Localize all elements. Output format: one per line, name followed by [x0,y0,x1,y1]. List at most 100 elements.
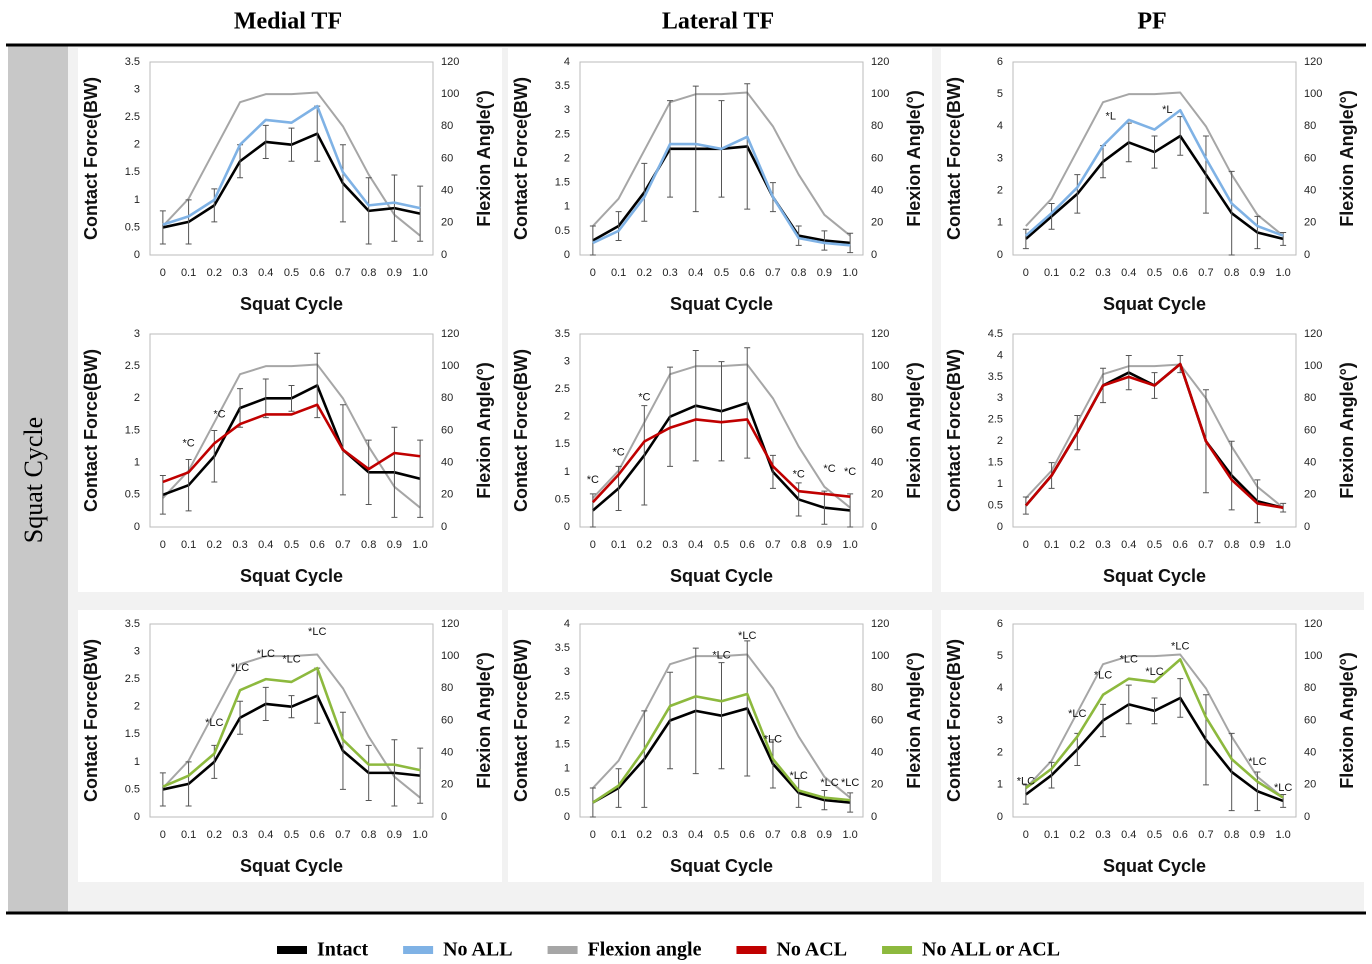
error-bar [417,747,424,804]
error-bar [417,185,424,242]
y-tick-label: 3.5 [555,80,570,92]
x-tick-label: 0.1 [181,267,196,279]
annotation: *LC [1120,653,1138,665]
x-tick-label: 0.5 [1147,267,1162,279]
x-tick-label: 0.8 [1224,829,1239,841]
x-tick-label: 0.4 [688,267,703,279]
x-tick-label: 0.5 [1147,829,1162,841]
y-tick-label: 3 [134,328,140,340]
y-tick-label: 1.5 [555,438,570,450]
series-line [591,418,851,504]
y2-tick-label: 80 [871,682,883,694]
y-tick-label: 0 [564,249,570,261]
x-axis-label: Squat Cycle [670,566,773,586]
y-tick-label: 1 [134,457,140,469]
error-bar [615,768,622,808]
error-bar [641,162,648,222]
y-axis-label: Contact Force(BW) [944,349,964,512]
error-bar [1228,170,1235,256]
y-tick-label: 2 [564,714,570,726]
y-tick-label: 3.5 [988,371,1003,383]
legend-swatch [547,946,578,954]
y-tick-label: 4 [997,682,1003,694]
annotation: *LC [1248,756,1266,768]
error-bar [1151,697,1158,725]
error-bar [262,686,269,721]
x-tick-label: 0.3 [662,829,677,841]
x-tick-label: 0.9 [387,829,402,841]
annotation: *L [1162,104,1172,116]
y-tick-label: 1 [134,756,140,768]
legend-label: No ACL [776,939,847,961]
y2-tick-label: 120 [441,618,459,630]
y-tick-label: 1.5 [125,728,140,740]
x-tick-label: 0.5 [284,267,299,279]
x-tick-label: 0.9 [817,267,832,279]
x-tick-label: 0 [1023,267,1029,279]
y2-tick-label: 60 [1304,152,1316,164]
error-bar [1022,784,1029,805]
column-title: Medial TF [234,9,342,35]
y2-tick-label: 80 [441,392,453,404]
x-tick-label: 0.4 [258,829,273,841]
y2-tick-label: 60 [871,714,883,726]
y-axis-label: Contact Force(BW) [81,77,101,240]
y2-tick-label: 120 [441,56,459,68]
y2-tick-label: 20 [871,217,883,229]
panel [941,610,1365,882]
series-line [1025,658,1284,799]
y2-tick-label: 100 [441,650,459,662]
series-line [1025,91,1284,237]
error-bar [185,458,192,512]
y-tick-label: 1.5 [988,457,1003,469]
y-tick-label: 6 [997,56,1003,68]
series-line [162,666,421,788]
y-tick-label: 2.5 [125,360,140,372]
error-bar [1228,440,1235,511]
annotation: *C [793,469,805,481]
y2-tick-label: 40 [441,457,453,469]
legend-label: No ALL [443,939,512,961]
y-tick-label: 0 [997,811,1003,823]
row-title: Squat Cycle [19,417,48,543]
x-tick-label: 0.8 [1224,539,1239,551]
error-bar [667,671,674,770]
series-line [592,653,851,799]
legend-swatch [277,946,307,954]
x-tick-label: 0.9 [1250,267,1265,279]
y-tick-label: 3.5 [555,328,570,340]
x-tick-label: 0.2 [1070,539,1085,551]
x-tick-label: 0 [160,267,166,279]
x-tick-label: 0.1 [1044,829,1059,841]
error-bar [1125,354,1132,391]
x-tick-label: 0.7 [335,267,350,279]
x-tick-label: 0.1 [1044,267,1059,279]
y-tick-label: 2.5 [555,690,570,702]
y2-tick-label: 60 [441,714,453,726]
annotation: *LC [257,648,275,660]
y2-tick-label: 0 [441,521,447,533]
error-bar [1202,694,1209,786]
error-bar [821,490,828,525]
y2-tick-label: 100 [441,360,459,372]
annotation: *LC [231,662,249,674]
y-tick-label: 2.5 [555,128,570,140]
error-bar [1100,703,1107,738]
y-tick-label: 2 [997,435,1003,447]
error-bar [667,366,674,467]
annotation: *C [587,474,599,486]
x-tick-label: 0 [1023,829,1029,841]
x-tick-label: 0.7 [1198,539,1213,551]
y-tick-label: 1.5 [125,166,140,178]
x-tick-label: 0.5 [714,829,729,841]
y2-tick-label: 120 [871,328,889,340]
y-tick-label: 0.5 [125,489,140,501]
x-tick-label: 0.6 [740,539,755,551]
error-bar [847,493,854,528]
y2-tick-label: 20 [441,217,453,229]
y-tick-label: 0.5 [555,787,570,799]
plot-frame [1012,333,1297,528]
x-tick-label: 0.7 [335,829,350,841]
error-bar [1048,203,1055,230]
x-tick-label: 1.0 [412,539,427,551]
